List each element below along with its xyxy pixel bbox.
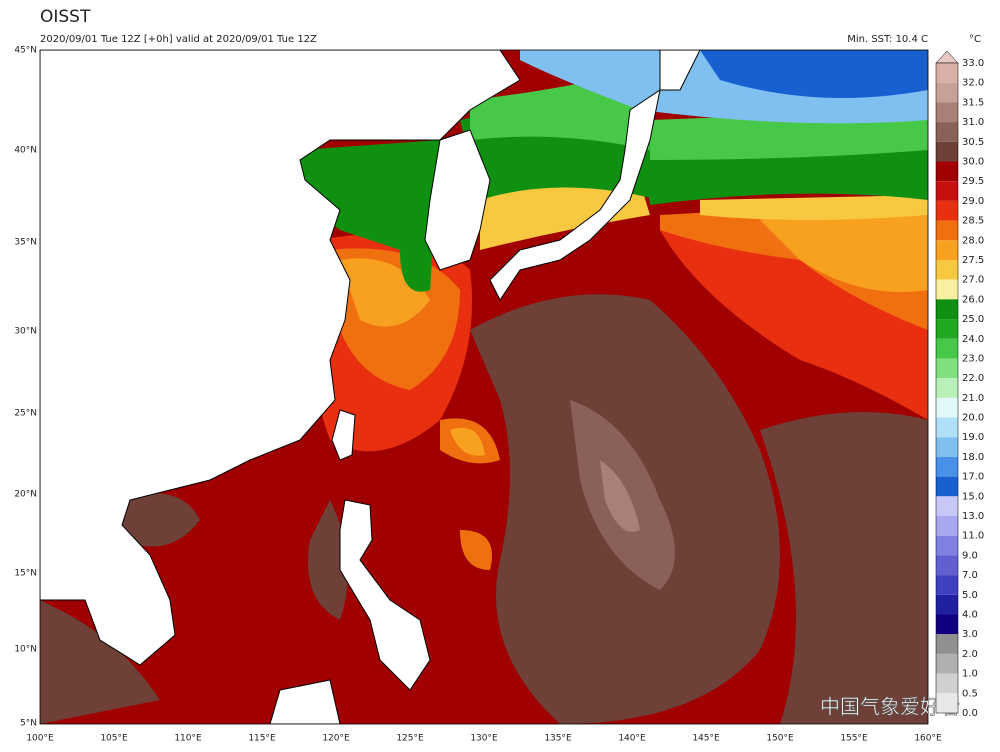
colorbar-label: 30.5 — [962, 137, 984, 148]
lon-label: 160°E — [914, 734, 942, 744]
colorbar-label: 28.5 — [962, 216, 984, 227]
lon-label: 155°E — [840, 734, 868, 744]
colorbar-label: 3.0 — [962, 629, 978, 640]
colorbar-cell — [936, 437, 958, 457]
colorbar-label: 11.0 — [962, 531, 984, 542]
colorbar-label: 5.0 — [962, 590, 978, 601]
colorbar-cell — [936, 476, 958, 497]
title: OISST — [40, 7, 91, 27]
colorbar-label: 33.0 — [962, 58, 984, 69]
colorbar-cell — [936, 141, 958, 162]
lat-label: 30°N — [14, 327, 37, 337]
colorbar-cell — [936, 102, 958, 123]
colorbar-cell — [936, 634, 958, 654]
colorbar-cell — [936, 181, 958, 201]
colorbar-cell — [936, 594, 958, 615]
colorbar-frame — [935, 62, 959, 714]
colorbar-cell — [936, 122, 958, 142]
colorbar-label: 31.0 — [962, 117, 984, 128]
lat-label: 5°N — [20, 719, 37, 729]
colorbar-label: 25.0 — [962, 314, 984, 325]
colorbar-cell — [936, 319, 958, 339]
colorbar-label: 2.0 — [962, 649, 978, 660]
colorbar-label: 29.0 — [962, 196, 984, 207]
colorbar-cell — [936, 259, 958, 280]
lat-label: 15°N — [14, 569, 37, 579]
colorbar-cell — [936, 338, 958, 359]
unit: °C — [969, 34, 981, 45]
colorbar-cell — [936, 378, 958, 398]
colorbar-label: 4.0 — [962, 610, 978, 621]
lon-label: 115°E — [248, 734, 276, 744]
colorbar-cell — [936, 653, 958, 674]
lon-label: 110°E — [174, 734, 202, 744]
colorbar-cell — [936, 358, 958, 379]
map-frame — [39, 49, 929, 725]
colorbar-label: 0.5 — [962, 688, 978, 699]
colorbar-label: 9.0 — [962, 550, 978, 561]
colorbar-cell — [936, 299, 958, 320]
colorbar-cell — [936, 417, 958, 438]
colorbar-cell — [936, 693, 958, 713]
lat-label: 20°N — [14, 490, 37, 500]
colorbar-cell — [936, 456, 958, 477]
colorbar-label: 32.0 — [962, 78, 984, 89]
colorbar-cell — [936, 673, 958, 694]
lon-label: 125°E — [396, 734, 424, 744]
colorbar-label: 31.5 — [962, 97, 984, 108]
colorbar-cell — [936, 397, 958, 418]
colorbar-label: 30.0 — [962, 156, 984, 167]
colorbar-label: 24.0 — [962, 334, 984, 345]
lat-label: 10°N — [14, 645, 37, 655]
colorbar-cell — [936, 535, 958, 556]
colorbar-label: 22.0 — [962, 373, 984, 384]
colorbar-label: 1.0 — [962, 669, 978, 680]
colorbar-label: 20.0 — [962, 413, 984, 424]
colorbar-cell — [936, 161, 958, 182]
colorbar-cell — [936, 496, 958, 517]
colorbar-cell — [936, 279, 958, 300]
colorbar-label: 18.0 — [962, 452, 984, 463]
colorbar-label: 21.0 — [962, 393, 984, 404]
colorbar-cell — [936, 516, 958, 536]
lon-label: 140°E — [618, 734, 646, 744]
colorbar-label: 0.0 — [962, 708, 978, 719]
colorbar-cell — [936, 555, 958, 576]
lon-label: 100°E — [26, 734, 54, 744]
colorbar-label: 7.0 — [962, 570, 978, 581]
lon-label: 135°E — [544, 734, 572, 744]
lat-label: 45°N — [14, 46, 37, 56]
colorbar-cell — [936, 220, 958, 241]
sst-map — [40, 50, 928, 724]
colorbar-label: 28.0 — [962, 235, 984, 246]
colorbar-label: 27.0 — [962, 275, 984, 286]
colorbar-label: 26.0 — [962, 294, 984, 305]
lon-label: 130°E — [470, 734, 498, 744]
lat-label: 25°N — [14, 409, 37, 419]
colorbar-label: 13.0 — [962, 511, 984, 522]
colorbar-label: 15.0 — [962, 491, 984, 502]
lon-label: 120°E — [322, 734, 350, 744]
colorbar-label: 17.0 — [962, 472, 984, 483]
colorbar-label: 27.5 — [962, 255, 984, 266]
subtitle: 2020/09/01 Tue 12Z [+0h] valid at 2020/0… — [40, 34, 317, 45]
colorbar-label: 29.5 — [962, 176, 984, 187]
colorbar-cell — [936, 63, 958, 83]
colorbar-cell — [936, 200, 958, 221]
lon-label: 145°E — [692, 734, 720, 744]
lat-label: 35°N — [14, 238, 37, 248]
colorbar-tip — [935, 50, 959, 64]
lon-label: 105°E — [100, 734, 128, 744]
lon-label: 150°E — [766, 734, 794, 744]
colorbar-cell — [936, 82, 958, 103]
colorbar-label: 23.0 — [962, 353, 984, 364]
colorbar-cell — [936, 575, 958, 595]
lat-label: 40°N — [14, 146, 37, 156]
colorbar-label: 19.0 — [962, 432, 984, 443]
colorbar-cell — [936, 614, 958, 635]
min-sst: Min. SST: 10.4 C — [847, 34, 928, 45]
colorbar-cell — [936, 240, 958, 260]
